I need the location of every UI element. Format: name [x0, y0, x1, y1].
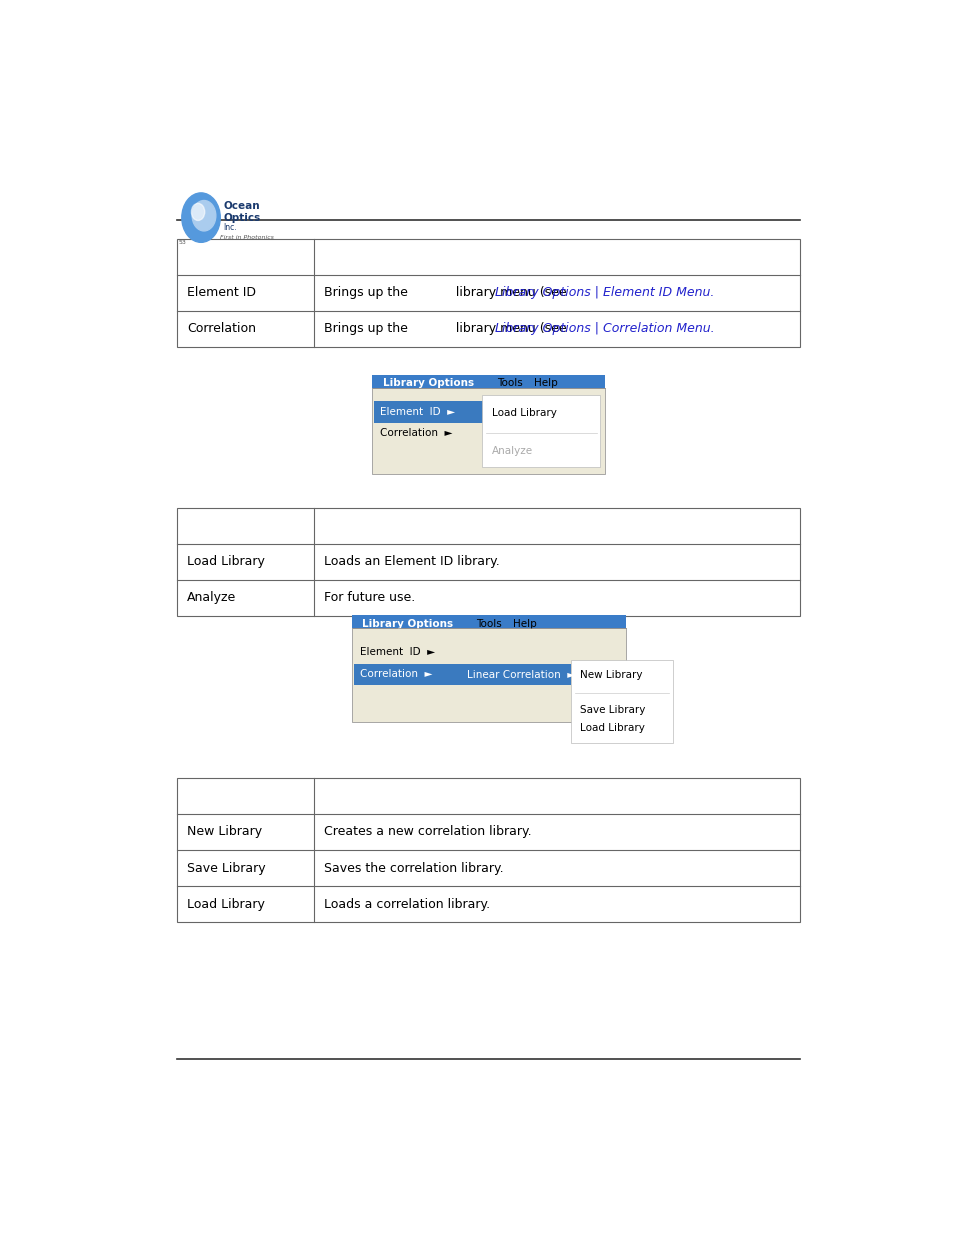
Bar [177, 508, 800, 616]
Text: 53: 53 [178, 240, 187, 245]
Text: Library Options | Element ID Menu.: Library Options | Element ID Menu. [495, 287, 714, 299]
Circle shape [182, 193, 220, 242]
Text: Correlation  ►: Correlation ► [379, 429, 452, 438]
Text: Saves the correlation library.: Saves the correlation library. [323, 862, 503, 874]
Text: Correlation: Correlation [187, 322, 255, 336]
Bar [571, 659, 672, 743]
Text: Ocean: Ocean [223, 201, 259, 211]
Circle shape [192, 200, 215, 231]
Bar [354, 663, 462, 685]
Text: Tools: Tools [476, 619, 501, 629]
Circle shape [192, 204, 205, 221]
Bar [177, 238, 800, 347]
Text: Brings up the            library menu (see: Brings up the library menu (see [323, 322, 570, 336]
Bar [177, 778, 800, 923]
Bar [352, 629, 625, 721]
Text: Correlation  ►: Correlation ► [359, 669, 432, 679]
Bar [372, 374, 605, 388]
Text: Load Library: Load Library [187, 898, 265, 910]
Text: Loads an Element ID library.: Loads an Element ID library. [323, 556, 499, 568]
Text: Element ID: Element ID [187, 287, 255, 299]
Text: First in Photonics: First in Photonics [220, 235, 274, 240]
Text: Library Options | Correlation Menu.: Library Options | Correlation Menu. [495, 322, 714, 336]
Text: Optics: Optics [223, 212, 260, 222]
Text: Analyze: Analyze [492, 446, 533, 456]
Text: For future use.: For future use. [323, 592, 415, 604]
Bar [481, 395, 599, 467]
Text: New Library: New Library [579, 671, 641, 680]
Text: Tools: Tools [497, 378, 522, 388]
Text: Load Library: Load Library [579, 724, 644, 734]
Text: Load Library: Load Library [492, 408, 557, 417]
Text: Linear Correlation  ►: Linear Correlation ► [467, 669, 575, 679]
Text: Load Library: Load Library [187, 556, 265, 568]
Text: Help: Help [533, 378, 557, 388]
Text: New Library: New Library [187, 825, 262, 839]
Text: Inc.: Inc. [223, 222, 236, 232]
Text: Library Options: Library Options [382, 378, 474, 388]
Text: Save Library: Save Library [579, 705, 644, 715]
Text: Help: Help [513, 619, 537, 629]
Text: Analyze: Analyze [187, 592, 236, 604]
Text: Loads a correlation library.: Loads a correlation library. [323, 898, 490, 910]
Bar [374, 401, 483, 424]
Text: Save Library: Save Library [187, 862, 265, 874]
Text: Element  ID  ►: Element ID ► [359, 647, 435, 657]
Text: Brings up the            library menu (see: Brings up the library menu (see [323, 287, 570, 299]
Bar [352, 615, 625, 629]
Bar [461, 663, 571, 685]
Bar [372, 388, 605, 474]
Text: Library Options: Library Options [362, 619, 453, 629]
Text: Element  ID  ►: Element ID ► [379, 406, 455, 416]
Text: Creates a new correlation library.: Creates a new correlation library. [323, 825, 531, 839]
